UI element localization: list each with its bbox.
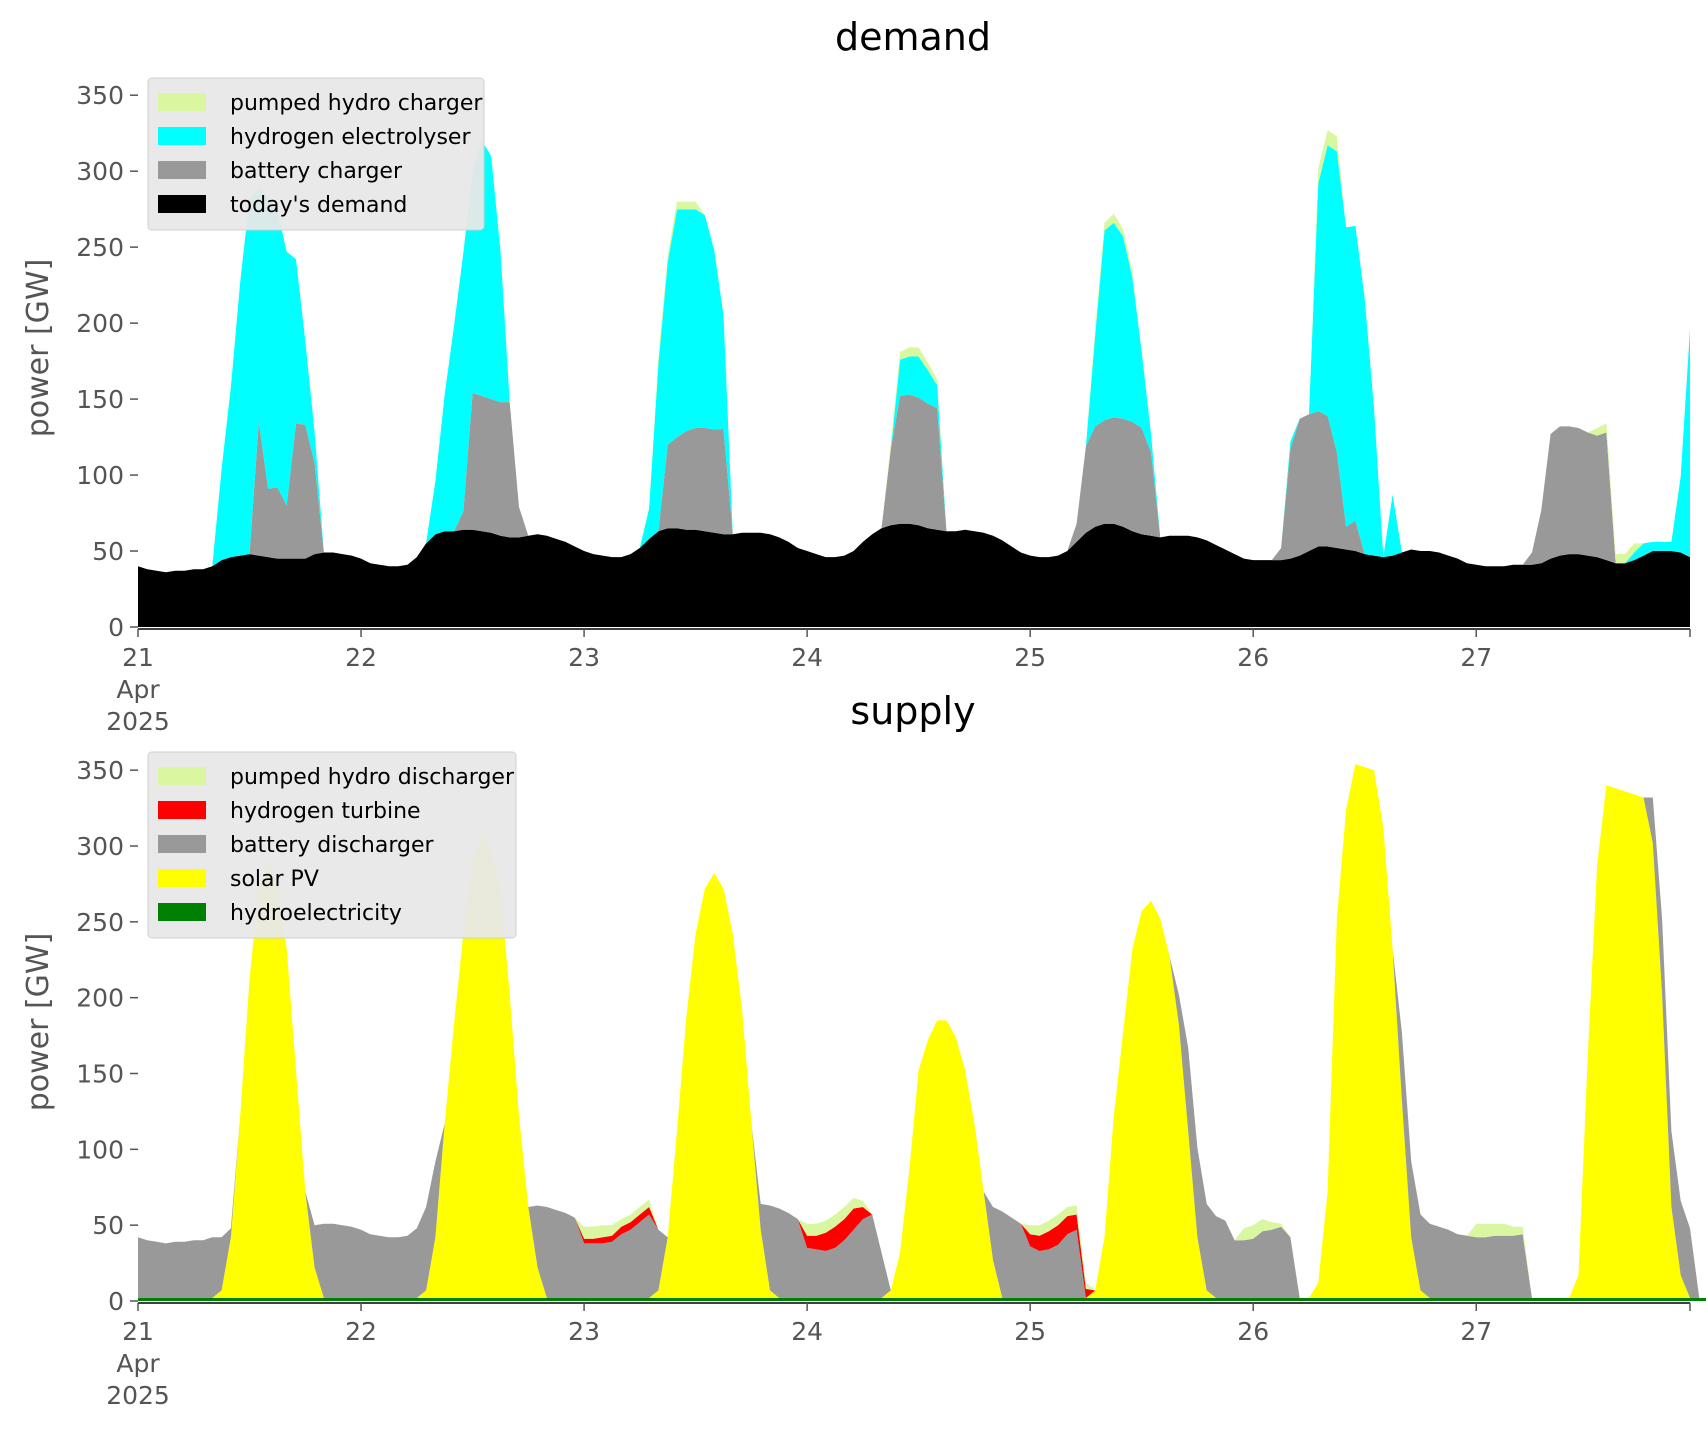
supply-legend[interactable]: pumped hydro discharger hydrogen turbine b… [147, 751, 517, 939]
demand-legend-label[interactable]: today's demand [230, 193, 407, 218]
demand-ytick-label: 200 [76, 309, 124, 338]
supply-legend-swatch[interactable] [158, 767, 206, 785]
supply-legend-swatch[interactable] [158, 835, 206, 853]
supply-axes: 0 50 100 150 200 250 300 350 21 Apr 2025 22 23 24 25 26… [76, 756, 1691, 1410]
demand-xtick-label: 23 [568, 643, 600, 672]
demand-xtick-label: 26 [1237, 643, 1269, 672]
demand-ytick-label: 100 [76, 461, 124, 490]
demand-area-hydrogen-electrolyser [138, 140, 1690, 573]
supply-y-axis-label: power [GW] [21, 933, 56, 1112]
demand-ytick-label: 300 [76, 157, 124, 186]
demand-y-axis-label: power [GW] [21, 259, 56, 438]
supply-xtick-label: 27 [1460, 1317, 1492, 1346]
supply-legend-label[interactable]: hydrogen turbine [230, 799, 421, 824]
supply-ytick-label: 350 [76, 756, 124, 785]
supply-legend-label[interactable]: solar PV [230, 867, 319, 892]
demand-xtick-label: 2025 [106, 707, 170, 736]
demand-area-battery-charger [138, 393, 1690, 573]
demand-ytick-label: 50 [92, 537, 124, 566]
demand-xtick-label: 27 [1460, 643, 1492, 672]
demand-panel: demand power [GW] 0 50 100 150 200 250 300 350 2… [21, 15, 1691, 736]
supply-xtick-label: 26 [1237, 1317, 1269, 1346]
supply-ytick-label: 150 [76, 1060, 124, 1089]
supply-area-hydroelectricity [138, 1298, 1706, 1301]
demand-ytick-label: 0 [108, 613, 124, 642]
supply-legend-swatch[interactable] [158, 903, 206, 921]
supply-ytick-label: 300 [76, 832, 124, 861]
supply-xtick-label: 2025 [106, 1381, 170, 1410]
supply-area-solar-pv [138, 764, 1706, 1298]
supply-legend-swatch[interactable] [158, 869, 206, 887]
demand-ytick-label: 350 [76, 81, 124, 110]
supply-xtick-label: Apr [116, 1349, 160, 1378]
demand-xtick-label: 22 [345, 643, 377, 672]
demand-ytick-label: 250 [76, 233, 124, 262]
supply-areas [138, 764, 1706, 1301]
demand-legend-label[interactable]: hydrogen electrolyser [230, 125, 471, 150]
demand-axes: 0 50 100 150 200 250 300 350 21 Apr 2025 22 23 24 25 26… [76, 81, 1691, 736]
demand-area-todays-demand [138, 523, 1690, 627]
demand-legend-label[interactable]: battery charger [230, 159, 403, 184]
demand-legend-swatch[interactable] [158, 127, 206, 145]
demand-xtick-label: Apr [116, 675, 160, 704]
demand-ytick-label: 150 [76, 385, 124, 414]
demand-xtick-label: 21 [122, 643, 154, 672]
supply-xtick-label: 24 [791, 1317, 823, 1346]
supply-ytick-label: 100 [76, 1135, 124, 1164]
demand-legend-swatch[interactable] [158, 195, 206, 213]
supply-legend-swatch[interactable] [158, 801, 206, 819]
demand-title: demand [835, 15, 991, 59]
supply-ytick-label: 200 [76, 984, 124, 1013]
supply-legend-label[interactable]: hydroelectricity [230, 901, 402, 926]
supply-legend-label[interactable]: pumped hydro discharger [230, 765, 515, 790]
supply-ytick-label: 250 [76, 908, 124, 937]
supply-title: supply [850, 689, 975, 733]
demand-legend-label[interactable]: pumped hydro charger [230, 91, 483, 116]
supply-xtick-label: 22 [345, 1317, 377, 1346]
supply-xtick-label: 25 [1014, 1317, 1046, 1346]
demand-xtick-label: 25 [1014, 643, 1046, 672]
demand-xtick-label: 24 [791, 643, 823, 672]
supply-xtick-label: 21 [122, 1317, 154, 1346]
supply-legend-box [147, 751, 517, 939]
demand-legend[interactable]: pumped hydro charger hydrogen electrolyse… [147, 77, 485, 231]
demand-area-pumped-hydro-charger [138, 130, 1690, 573]
demand-areas [138, 130, 1690, 627]
demand-legend-swatch[interactable] [158, 161, 206, 179]
supply-ytick-label: 50 [92, 1211, 124, 1240]
demand-legend-box [147, 77, 485, 231]
supply-legend-label[interactable]: battery discharger [230, 833, 435, 858]
supply-ytick-label: 0 [108, 1287, 124, 1316]
supply-xtick-label: 23 [568, 1317, 600, 1346]
demand-legend-swatch[interactable] [158, 93, 206, 111]
supply-panel: supply power [GW] 0 50 100 150 200 250 300 350 2… [21, 689, 1706, 1410]
